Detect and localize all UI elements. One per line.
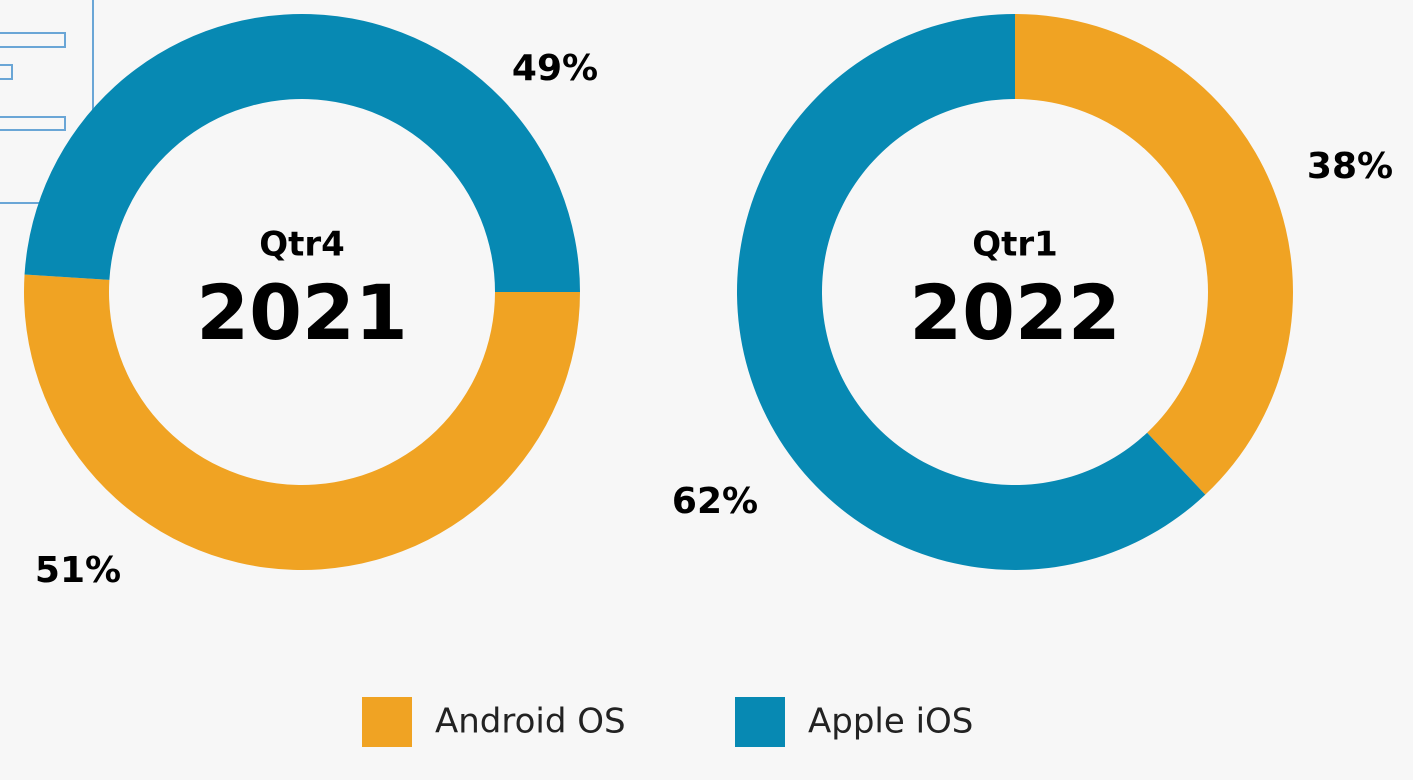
legend-label: Apple iOS <box>808 702 973 742</box>
legend-swatch <box>362 697 412 747</box>
center-title: Qtr1 <box>972 225 1058 265</box>
value-label: 49% <box>512 48 598 89</box>
legend-swatch <box>735 697 785 747</box>
value-label: 51% <box>35 550 121 591</box>
donut-segment <box>24 14 580 293</box>
legend-label: Android OS <box>435 702 626 742</box>
value-label: 38% <box>1307 146 1393 187</box>
center-title: Qtr4 <box>259 225 345 265</box>
donut-segment <box>23 274 581 571</box>
donut-segment <box>737 14 1206 570</box>
center-subtitle: 2021 <box>196 268 408 357</box>
value-label: 62% <box>672 481 758 522</box>
center-subtitle: 2022 <box>909 268 1121 357</box>
donut-segment <box>1015 14 1293 495</box>
